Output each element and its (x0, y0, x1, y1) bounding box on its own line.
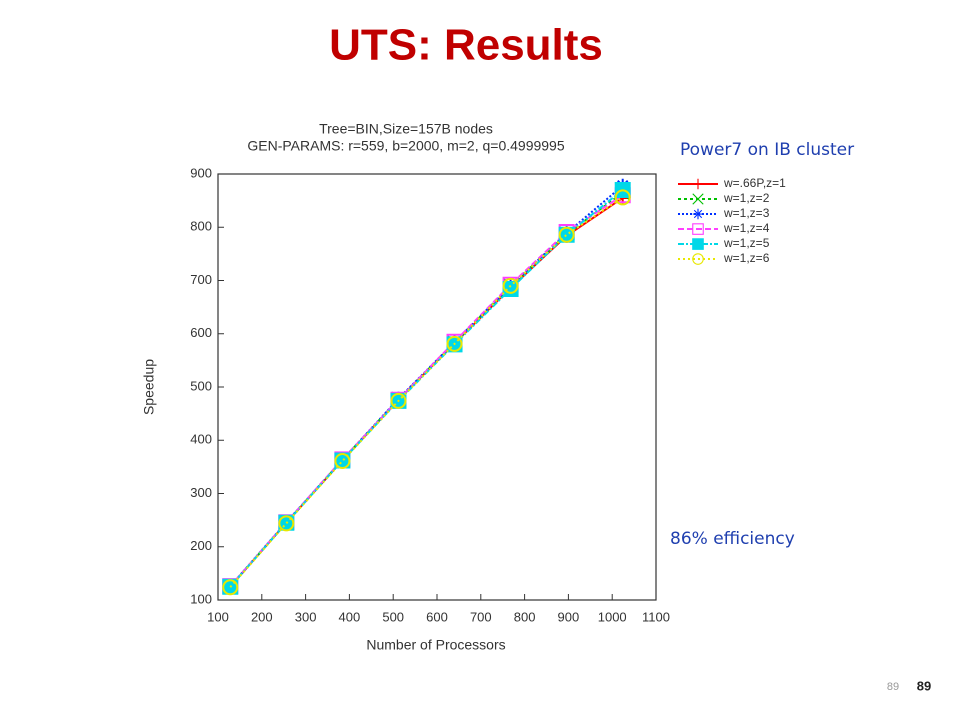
marker (222, 579, 239, 596)
x-tick-label: 1100 (642, 609, 670, 624)
x-tick-label: 500 (382, 609, 404, 624)
x-tick-label: 100 (207, 609, 229, 624)
y-tick-label: 900 (190, 165, 212, 180)
page-number: 89 (917, 678, 931, 693)
marker (334, 453, 351, 470)
legend-marker (692, 193, 704, 205)
legend-marker (692, 223, 704, 235)
legend-label: w=1,z=6 (723, 251, 770, 265)
series-line (229, 196, 624, 588)
legend-label: w=1,z=2 (723, 191, 770, 205)
slide-title: UTS: Results (329, 21, 603, 70)
y-axis-label: Speedup (141, 359, 157, 415)
y-tick-label: 500 (190, 378, 212, 393)
x-tick-label: 800 (514, 609, 536, 624)
marker (446, 335, 463, 352)
legend-label: w=1,z=4 (723, 221, 770, 235)
x-tick-label: 600 (426, 609, 448, 624)
y-tick-label: 100 (190, 591, 212, 606)
annotation: Power7 on IB cluster (680, 140, 854, 160)
legend-marker (692, 253, 704, 265)
y-tick-label: 800 (190, 219, 212, 234)
y-tick-label: 300 (190, 485, 212, 500)
legend-label: w=1,z=5 (723, 236, 770, 250)
legend-label: w=1,z=3 (723, 206, 770, 220)
legend-marker (692, 238, 704, 250)
plot-frame (217, 173, 657, 601)
x-tick-label: 300 (295, 609, 317, 624)
legend-marker (692, 208, 704, 220)
x-tick-label: 1000 (598, 609, 627, 624)
legend-marker (692, 178, 704, 190)
chart-title: Tree=BIN,Size=157B nodes (319, 121, 493, 137)
x-tick-label: 200 (251, 609, 273, 624)
y-tick-label: 600 (190, 325, 212, 340)
x-tick-label: 900 (558, 609, 580, 624)
x-tick-label: 700 (470, 609, 492, 624)
marker (614, 189, 631, 206)
y-tick-label: 700 (190, 272, 212, 287)
chart-subtitle: GEN-PARAMS: r=559, b=2000, m=2, q=0.4999… (247, 138, 564, 154)
marker (502, 277, 519, 294)
x-tick-label: 400 (339, 609, 361, 624)
page-number: 89 (887, 681, 899, 693)
marker (558, 226, 575, 243)
marker (390, 392, 407, 409)
annotation: 86% efficiency (670, 529, 795, 549)
marker (278, 515, 295, 532)
marker (502, 281, 519, 298)
legend-label: w=.66P,z=1 (723, 176, 786, 190)
x-axis-label: Number of Processors (366, 637, 505, 653)
y-tick-label: 200 (190, 538, 212, 553)
y-tick-label: 400 (190, 432, 212, 447)
